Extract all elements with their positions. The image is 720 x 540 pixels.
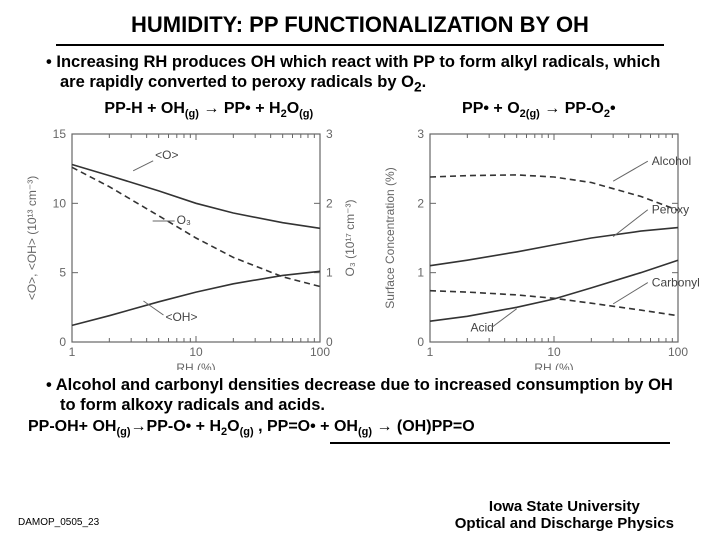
eq2-b: →PP-O• + H xyxy=(131,418,222,435)
svg-text:RH (%): RH (%) xyxy=(176,361,215,370)
eq-r-a2: PP-O xyxy=(565,100,604,117)
rule-top xyxy=(56,44,664,46)
svg-text:Alcohol: Alcohol xyxy=(652,155,691,169)
eq-r-a1: PP• + O xyxy=(462,100,520,117)
svg-text:10: 10 xyxy=(53,197,67,211)
svg-text:2: 2 xyxy=(417,197,424,211)
rule-bottom xyxy=(330,442,670,444)
svg-text:10: 10 xyxy=(547,345,561,359)
svg-text:10: 10 xyxy=(189,345,203,359)
eq-l-arr: → xyxy=(199,100,224,117)
eq-r-a3: • xyxy=(610,100,616,117)
eq-l-s1: (g) xyxy=(185,108,199,120)
bullet-bottom: Alcohol and carbonyl densities decrease … xyxy=(46,376,684,416)
bullet-top-tail: . xyxy=(422,73,427,91)
svg-text:<O>, <OH> (10¹³ cm⁻³): <O>, <OH> (10¹³ cm⁻³) xyxy=(25,176,39,300)
svg-text:1: 1 xyxy=(427,345,434,359)
footer-id: DAMOP_0505_23 xyxy=(18,517,99,528)
svg-text:Peroxy: Peroxy xyxy=(652,203,689,217)
bullet-top: Increasing RH produces OH which react wi… xyxy=(46,52,682,96)
bullet-top-text: Increasing RH produces OH which react wi… xyxy=(56,53,660,91)
svg-text:5: 5 xyxy=(59,266,66,280)
eq2-s1: (g) xyxy=(116,426,130,438)
eq2-c: O xyxy=(227,418,239,435)
equation-row-bottom: PP-OH+ OH(g)→PP-O• + H2O(g) , PP=O• + OH… xyxy=(28,418,696,438)
equation-left: PP-H + OH(g) → PP• + H2O(g) xyxy=(104,100,313,120)
eq2-d: , PP=O• + OH xyxy=(254,418,358,435)
page-title: HUMIDITY: PP FUNCTIONALIZATION BY OH xyxy=(0,0,720,38)
svg-text:0: 0 xyxy=(417,335,424,349)
svg-text:1: 1 xyxy=(69,345,76,359)
right-chart: 1101000123RH (%)Surface Concentration (%… xyxy=(380,122,700,370)
svg-text:Acid: Acid xyxy=(470,321,493,335)
footer-affiliation: Iowa State University Optical and Discha… xyxy=(455,498,674,533)
footer-line1: Iowa State University xyxy=(455,498,674,515)
svg-text:1: 1 xyxy=(417,266,424,280)
left-chart-svg: 1101000510150123RH (%)<O>, <OH> (10¹³ cm… xyxy=(20,122,380,370)
equation-row-top: PP-H + OH(g) → PP• + H2O(g) PP• + O2(g) … xyxy=(30,100,690,120)
svg-text:3: 3 xyxy=(326,127,333,141)
footer-line2: Optical and Discharge Physics xyxy=(455,515,674,532)
svg-text:1: 1 xyxy=(326,266,333,280)
eq2-e: → (OH)PP=O xyxy=(372,418,475,435)
svg-text:15: 15 xyxy=(53,127,67,141)
eq2-s4: (g) xyxy=(358,426,372,438)
svg-text:O₃: O₃ xyxy=(177,213,191,227)
eq-r-arr: → xyxy=(540,100,565,117)
charts-row: 1101000510150123RH (%)<O>, <OH> (10¹³ cm… xyxy=(20,122,700,370)
bullet-top-sub: 2 xyxy=(414,79,422,94)
svg-text:0: 0 xyxy=(59,335,66,349)
eq-l-a2: PP• + H xyxy=(224,100,281,117)
eq-l-a3: O xyxy=(287,100,299,117)
eq-l-s3: (g) xyxy=(299,108,313,120)
svg-text:2: 2 xyxy=(326,197,333,211)
svg-text:O₃ (10¹⁷ cm⁻³): O₃ (10¹⁷ cm⁻³) xyxy=(343,200,357,277)
svg-text:Surface Concentration (%): Surface Concentration (%) xyxy=(383,168,397,309)
svg-text:Carbonyl: Carbonyl xyxy=(652,276,700,290)
svg-text:100: 100 xyxy=(668,345,688,359)
eq2-s3: (g) xyxy=(240,426,254,438)
svg-text:0: 0 xyxy=(326,335,333,349)
eq-r-s1b: (g) xyxy=(526,108,540,120)
eq2-a: PP-OH+ OH xyxy=(28,418,116,435)
svg-text:<O>: <O> xyxy=(155,148,178,162)
svg-text:RH (%): RH (%) xyxy=(534,361,573,370)
equation-right: PP• + O2(g) → PP-O2• xyxy=(462,100,616,120)
right-chart-svg: 1101000123RH (%)Surface Concentration (%… xyxy=(380,122,700,370)
svg-text:3: 3 xyxy=(417,127,424,141)
svg-text:<OH>: <OH> xyxy=(165,310,197,324)
left-chart: 1101000510150123RH (%)<O>, <OH> (10¹³ cm… xyxy=(20,122,380,370)
eq-l-a1: PP-H + OH xyxy=(104,100,184,117)
